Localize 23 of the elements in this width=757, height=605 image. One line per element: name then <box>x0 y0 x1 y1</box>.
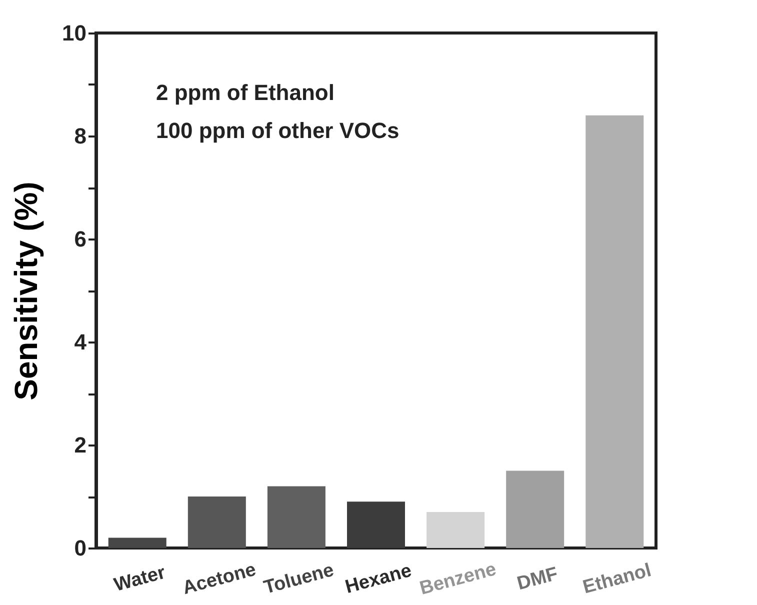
y-tick-label: 2 <box>74 432 86 458</box>
y-tick-label: 8 <box>74 124 86 148</box>
x-tick-label: Acetone <box>180 559 258 600</box>
bar <box>108 538 166 548</box>
annotation: 100 ppm of other VOCs <box>156 118 400 143</box>
y-tick-label: 6 <box>74 226 86 252</box>
y-tick-label: 4 <box>74 330 88 354</box>
y-tick-label: 10 <box>62 20 86 46</box>
annotation: 2 ppm of Ethanol <box>156 80 334 105</box>
bar <box>506 470 564 548</box>
x-tick-label: Benzene <box>418 558 498 600</box>
bar <box>347 502 405 548</box>
x-tick-label: Hexane <box>343 560 414 598</box>
bar <box>267 486 326 548</box>
x-tick-label: Ethanol <box>580 560 654 598</box>
x-tick-label: Water <box>112 562 168 596</box>
x-tick-label: DMF <box>514 564 560 595</box>
y-axis-title: Sensitivity (%) <box>8 182 44 400</box>
x-tick-label: Toluene <box>262 560 336 599</box>
bar <box>426 512 485 548</box>
bar <box>586 115 644 548</box>
bar <box>188 496 246 548</box>
y-tick-label: 0 <box>74 536 86 560</box>
